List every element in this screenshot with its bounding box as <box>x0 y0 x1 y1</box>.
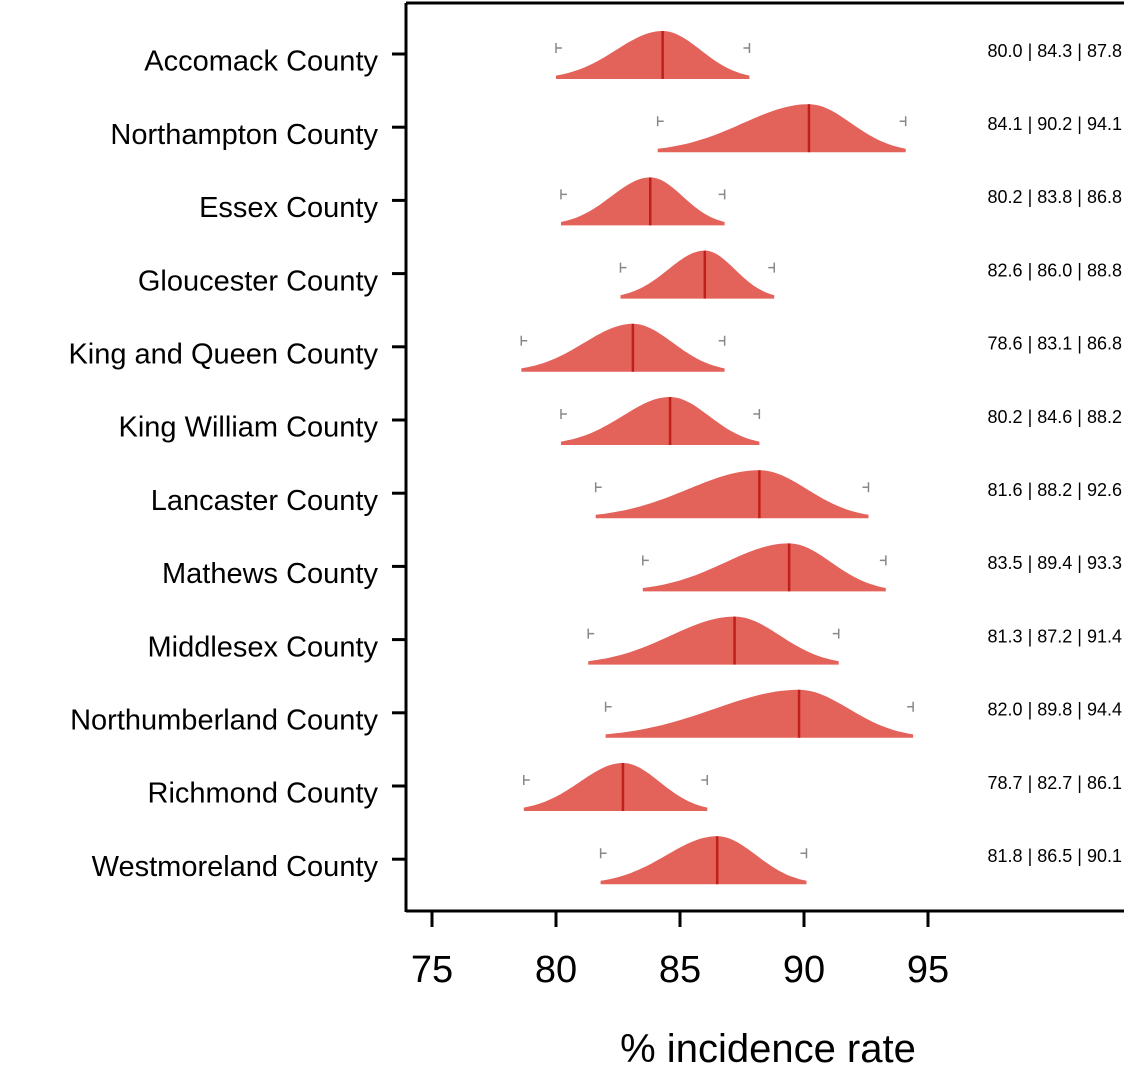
density-shape <box>523 763 708 811</box>
row-1: Accomack County 80.0 | 84.3 | 87.8 <box>144 31 1122 79</box>
upper-ci-cap <box>879 555 887 566</box>
ci-value-label: 80.2 | 83.8 | 86.8 <box>988 187 1122 207</box>
upper-ci-cap <box>718 189 726 200</box>
upper-ci-cap <box>832 628 840 639</box>
upper-ci-cap <box>768 262 775 273</box>
lower-ci-cap <box>656 116 664 127</box>
ci-value-label: 78.7 | 82.7 | 86.1 <box>988 773 1122 793</box>
category-label: Lancaster County <box>151 485 379 517</box>
density-shape <box>620 250 775 299</box>
density-shape <box>588 616 839 665</box>
upper-ci-cap <box>743 43 751 53</box>
density-shape <box>642 543 886 592</box>
distribution-rows: Accomack County 80.0 | 84.3 | 87.8 Northam… <box>68 31 1122 885</box>
x-tick-label: 85 <box>659 949 701 991</box>
row-11: Richmond County 78.7 | 82.7 | 86.1 <box>148 763 1122 811</box>
ci-value-label: 82.6 | 86.0 | 88.8 <box>988 260 1122 280</box>
density-shape <box>600 836 807 885</box>
category-label: Northumberland County <box>70 704 378 736</box>
lower-ci-cap <box>555 43 562 53</box>
density-shape <box>561 397 760 445</box>
category-label: Middlesex County <box>148 631 379 663</box>
upper-ci-cap <box>907 701 914 712</box>
category-label: Richmond County <box>148 778 379 810</box>
ci-value-label: 81.3 | 87.2 | 91.4 <box>988 626 1122 646</box>
category-label: King and Queen County <box>68 338 378 370</box>
density-shape <box>657 104 906 153</box>
lower-ci-cap <box>560 409 567 419</box>
ci-value-label: 84.1 | 90.2 | 94.1 <box>988 114 1122 134</box>
x-tick-label: 75 <box>411 949 453 991</box>
ci-value-label: 80.2 | 84.6 | 88.2 <box>988 407 1122 427</box>
lower-ci-cap <box>594 482 602 493</box>
lower-ci-cap <box>587 628 595 639</box>
upper-ci-cap <box>899 116 907 127</box>
row-4: Gloucester County 82.6 | 86.0 | 88.8 <box>138 250 1122 299</box>
category-label: Gloucester County <box>138 265 379 297</box>
ci-value-label: 81.6 | 88.2 | 92.6 <box>988 480 1122 500</box>
row-8: Mathews County 83.5 | 89.4 | 93.3 <box>162 543 1122 592</box>
lower-ci-cap <box>642 555 649 566</box>
lower-ci-cap <box>520 335 528 346</box>
ci-value-label: 83.5 | 89.4 | 93.3 <box>988 553 1122 573</box>
lower-ci-cap <box>619 262 627 273</box>
category-label: Mathews County <box>162 558 378 590</box>
lower-ci-cap <box>560 189 567 200</box>
row-7: Lancaster County 81.6 | 88.2 | 92.6 <box>151 470 1122 519</box>
upper-ci-cap <box>718 335 726 346</box>
row-6: King William County 80.2 | 84.6 | 88.2 <box>119 397 1122 445</box>
ci-value-label: 81.8 | 86.5 | 90.1 <box>988 846 1122 866</box>
density-shape <box>595 470 869 519</box>
category-label: King William County <box>119 412 379 444</box>
density-shape <box>521 323 725 372</box>
upper-ci-cap <box>862 482 870 493</box>
row-5: King and Queen County 78.6 | 83.1 | 86.8 <box>68 323 1122 372</box>
upper-ci-cap <box>753 409 761 419</box>
x-axis-title: % incidence rate <box>620 1027 916 1066</box>
ci-value-label: 82.0 | 89.8 | 94.4 <box>988 700 1122 720</box>
density-shape <box>561 177 725 226</box>
category-label: Northampton County <box>110 119 378 151</box>
row-3: Essex County 80.2 | 83.8 | 86.8 <box>199 177 1122 226</box>
row-2: Northampton County 84.1 | 90.2 | 94.1 <box>110 104 1122 153</box>
category-label: Westmoreland County <box>92 851 379 883</box>
density-shape <box>556 31 750 79</box>
upper-ci-cap <box>800 848 808 859</box>
ci-value-label: 80.0 | 84.3 | 87.8 <box>988 41 1122 61</box>
x-tick-label: 90 <box>783 949 825 991</box>
x-tick-label: 95 <box>907 949 949 991</box>
x-tick-label: 80 <box>535 949 577 991</box>
upper-ci-cap <box>701 775 709 785</box>
row-9: Middlesex County 81.3 | 87.2 | 91.4 <box>148 616 1122 665</box>
lower-ci-cap <box>604 701 612 712</box>
x-axis: 75 80 85 90 95 <box>411 911 949 991</box>
plot-frame <box>404 1 1124 913</box>
density-shape <box>605 689 914 738</box>
lower-ci-cap <box>599 848 607 859</box>
row-10: Northumberland County 82.0 | 89.8 | 94.4 <box>70 689 1122 738</box>
category-label: Essex County <box>199 192 378 224</box>
ci-value-label: 78.6 | 83.1 | 86.8 <box>988 334 1122 354</box>
lower-ci-cap <box>523 775 530 785</box>
category-label: Accomack County <box>144 46 378 78</box>
row-12: Westmoreland County 81.8 | 86.5 | 90.1 <box>92 836 1122 885</box>
